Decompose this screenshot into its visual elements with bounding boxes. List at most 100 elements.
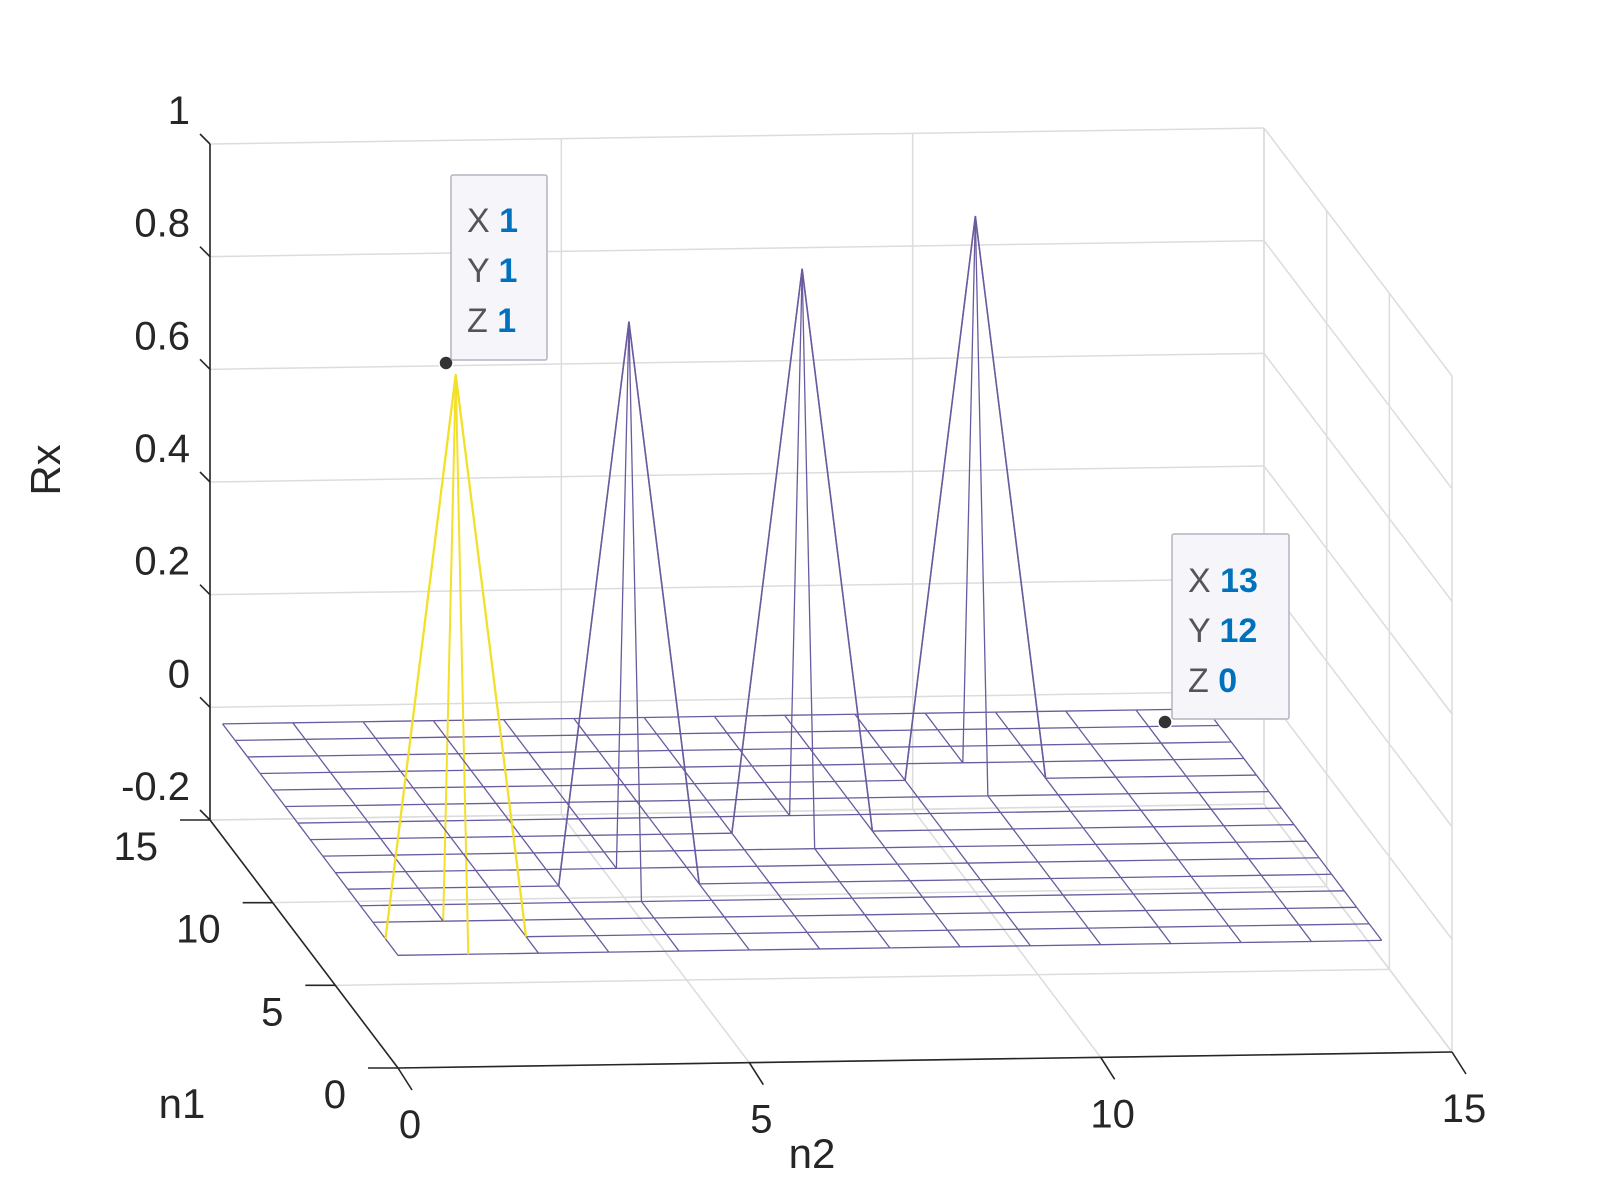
mesh-line-n2 — [1020, 743, 1091, 746]
mesh-line-n1 — [462, 853, 477, 871]
mesh-line-n1 — [974, 215, 989, 796]
mesh-line-n1 — [292, 722, 306, 740]
mesh-line-n2 — [1100, 942, 1171, 946]
mesh-line-n1 — [470, 769, 484, 788]
mesh-line-n1 — [475, 870, 489, 888]
mesh-line-n2 — [1273, 890, 1345, 893]
mesh-line-n1 — [1331, 873, 1345, 892]
mesh-line-n1 — [917, 796, 931, 814]
mesh-line-n1 — [942, 829, 956, 847]
mesh-line-n1 — [317, 755, 331, 773]
mesh-line-n1 — [450, 837, 464, 855]
mesh-line-n1 — [1210, 808, 1225, 827]
mesh-line-n1 — [503, 719, 517, 737]
mesh-line-n1 — [736, 933, 750, 951]
mesh-line-n1 — [1235, 841, 1250, 860]
mesh-line-n2 — [674, 849, 745, 852]
mesh-line-n2 — [430, 902, 501, 906]
mesh-line-n2 — [644, 715, 715, 719]
mesh-line-n1 — [1045, 777, 1059, 796]
datatip-1-box — [450, 174, 548, 361]
mesh-line-n2 — [463, 852, 534, 855]
mesh-line-n1 — [487, 886, 502, 904]
z-tick-label: 0.8 — [134, 202, 190, 246]
mesh-line-n1 — [322, 855, 336, 874]
mesh-line-n2 — [726, 731, 798, 734]
mesh-line-n1 — [1062, 894, 1077, 912]
mesh-line-n1 — [661, 833, 675, 852]
mesh-line-n1 — [533, 852, 547, 870]
mesh-line-n2 — [1191, 874, 1262, 878]
mesh-line-n1 — [839, 881, 853, 899]
mesh-line-n1 — [598, 751, 612, 769]
mesh-line-n2 — [756, 864, 828, 867]
mesh-line-n2 — [714, 714, 785, 718]
mesh-line-n1 — [814, 848, 828, 866]
axes — [180, 133, 1467, 1091]
mesh-line-n1 — [871, 830, 886, 848]
mesh-line-n1 — [924, 712, 939, 731]
mesh-line-n1 — [994, 711, 1009, 730]
mesh-line-n1 — [380, 838, 394, 856]
mesh-line-n2 — [1223, 824, 1295, 827]
mesh-line-n1 — [1223, 825, 1237, 843]
mesh-line-n1 — [525, 936, 540, 954]
mesh-line-n1 — [558, 885, 572, 903]
mesh-line-n2 — [400, 769, 471, 772]
mesh-line-n1 — [375, 737, 389, 756]
mesh-line-n2 — [546, 867, 617, 871]
mesh-line-n2 — [393, 853, 464, 856]
mesh-line-n2 — [809, 746, 881, 750]
mesh-line-n2 — [686, 865, 757, 868]
mesh-line-n2 — [538, 951, 609, 954]
grid-sidewall-z — [1263, 352, 1453, 602]
mesh-line-n2 — [681, 765, 753, 768]
mesh-line-n2 — [335, 870, 406, 874]
mesh-line-n1 — [1115, 776, 1129, 795]
x-tick-label: 10 — [1090, 1092, 1135, 1136]
mesh-line-n2 — [1012, 827, 1084, 830]
mesh-line-n2 — [1203, 891, 1274, 894]
mesh-line-n2 — [272, 788, 343, 791]
mesh-line-n2 — [987, 794, 1059, 797]
x-tick-mark — [748, 1062, 765, 1086]
mesh-line-n2 — [764, 780, 835, 784]
mesh-line-n1 — [1152, 826, 1167, 844]
svg-text:X 13: X 13 — [1188, 562, 1258, 600]
mesh-line-n1 — [400, 770, 414, 789]
grid-floor-x — [912, 808, 1102, 1058]
mesh-line-n2 — [992, 894, 1064, 897]
mesh-line-n1 — [999, 812, 1014, 830]
mesh-line-n2 — [995, 710, 1066, 713]
mesh-line-n1 — [1198, 792, 1212, 810]
mesh-line-n2 — [450, 835, 522, 839]
mesh-line-n1 — [896, 863, 911, 882]
mesh-line-n2 — [884, 845, 956, 849]
mesh-line-n1 — [859, 814, 873, 832]
mesh-line-n2 — [819, 947, 890, 950]
mesh-line-n2 — [859, 812, 931, 816]
mesh-line-n2 — [1286, 906, 1357, 910]
mesh-line-n2 — [317, 754, 389, 757]
mesh-line-n1 — [640, 901, 655, 919]
mesh-line-n2 — [892, 762, 963, 765]
mesh-line-n2 — [380, 836, 451, 840]
mesh-line-n1 — [417, 887, 432, 906]
mesh-line-n1 — [681, 766, 695, 784]
mesh-line-n1 — [743, 849, 758, 867]
datatip-2-marker[interactable] — [1157, 714, 1173, 730]
mesh-line-n1 — [1190, 876, 1205, 894]
mesh-line-n2 — [235, 738, 306, 742]
mesh-line-n2 — [1007, 726, 1079, 730]
z-tick-label: 0.2 — [134, 540, 190, 584]
mesh-line-n1 — [904, 780, 919, 798]
datatip-2[interactable]: X 13 Y 12 Z 0 — [1157, 533, 1290, 730]
mesh-line-n2 — [1178, 858, 1249, 861]
z-tick-label: 0.4 — [134, 427, 190, 471]
datatip-1[interactable]: X 1 Y 1 Z 1 — [438, 174, 548, 371]
x-tick-mark — [1099, 1056, 1116, 1080]
datatip-2-x-value: 13 — [1220, 562, 1258, 600]
mesh-line-n2 — [1145, 908, 1217, 912]
datatip-1-marker[interactable] — [438, 355, 454, 371]
